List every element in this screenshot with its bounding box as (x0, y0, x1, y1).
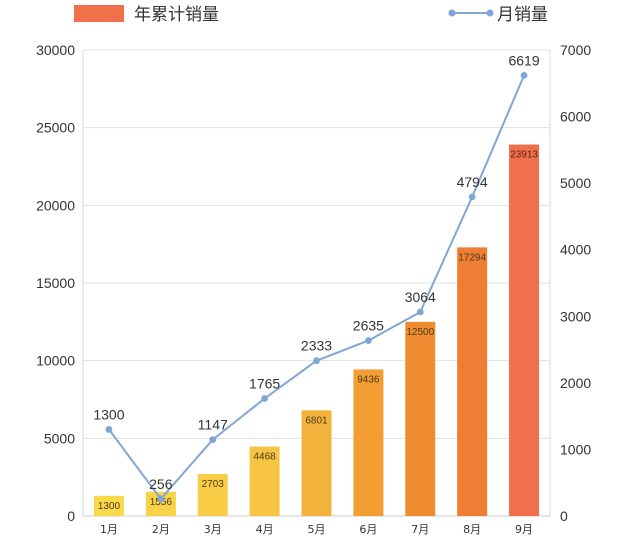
line-point (209, 436, 217, 444)
line-point (416, 308, 424, 316)
bar-value-label: 17294 (458, 252, 486, 263)
bar (249, 446, 280, 516)
legend-label-line: 月销量 (497, 5, 548, 25)
legend-label-bar: 年累计销量 (134, 5, 219, 25)
x-tick-label: 8月 (463, 523, 481, 536)
bar (457, 247, 488, 517)
y-right-tick-label: 7000 (560, 42, 591, 58)
x-tick-label: 4月 (256, 523, 274, 536)
y-right-tick-label: 5000 (560, 175, 591, 191)
y-right-tick-label: 2000 (560, 375, 591, 391)
legend-layer: 年累计销量 月销量 (74, 5, 548, 25)
bar (509, 144, 540, 517)
line-point (105, 426, 113, 433)
bar (93, 495, 124, 516)
x-tick-label: 1月 (100, 523, 118, 536)
y-right-tick-label: 1000 (560, 441, 591, 457)
line-value-label: 1147 (198, 417, 228, 433)
bar-value-label: 6801 (305, 415, 328, 426)
y-left-tick-label: 30000 (36, 42, 75, 58)
y-left-tick-label: 10000 (36, 353, 75, 369)
line-point (157, 495, 165, 503)
y-right-tick-label: 0 (560, 508, 568, 524)
bar-value-label: 4468 (253, 452, 276, 463)
line-value-label: 1300 (93, 406, 124, 422)
axis-layer: 0 5000 10000 15000 20000 25000 30000 0 1000 2000 3… (36, 42, 591, 536)
line-value-label: 2333 (301, 338, 332, 354)
line-point (313, 357, 320, 365)
bar (301, 410, 332, 516)
bar (197, 474, 228, 516)
y-right-tick-label: 3000 (560, 308, 591, 324)
line-point (364, 337, 372, 344)
bar (405, 321, 436, 516)
x-tick-label: 2月 (152, 523, 170, 536)
x-tick-label: 3月 (204, 523, 222, 536)
line-value-label: 256 (149, 476, 173, 492)
line-point (468, 193, 476, 201)
bar-layer (93, 144, 540, 517)
bar-value-label: 2703 (202, 479, 225, 490)
line-point (261, 395, 269, 402)
line-value-label: 6619 (508, 52, 539, 68)
bar (353, 369, 384, 516)
y-left-tick-label: 0 (67, 508, 75, 524)
line-point (520, 71, 528, 79)
y-left-tick-label: 15000 (36, 275, 75, 291)
line-value-label: 4794 (457, 174, 488, 190)
x-tick-label: 5月 (308, 523, 326, 536)
y-right-tick-label: 6000 (560, 109, 591, 125)
y-left-tick-label: 20000 (36, 197, 75, 213)
legend-swatch-bar (74, 5, 124, 22)
x-tick-label: 9月 (515, 523, 533, 536)
line-value-label: 3064 (405, 289, 436, 305)
bar-value-label: 1300 (98, 501, 121, 512)
y-left-tick-label: 25000 (36, 120, 75, 136)
legend-line-point-left (448, 9, 456, 17)
bar-value-label: 23913 (510, 150, 538, 161)
line-value-label: 1765 (249, 376, 280, 392)
bar-value-label: 12500 (406, 327, 434, 338)
legend-line-point-right (486, 9, 494, 17)
x-tick-label: 6月 (359, 523, 377, 536)
x-tick-label: 7月 (411, 523, 429, 536)
bar-value-label: 9436 (357, 374, 380, 385)
line-value-label: 2635 (353, 318, 384, 334)
y-right-tick-label: 4000 (560, 242, 591, 258)
y-left-tick-label: 5000 (44, 430, 75, 446)
line-layer: 1300 256 1147 1765 2333 2635 3064 4794 6619 (93, 52, 540, 503)
